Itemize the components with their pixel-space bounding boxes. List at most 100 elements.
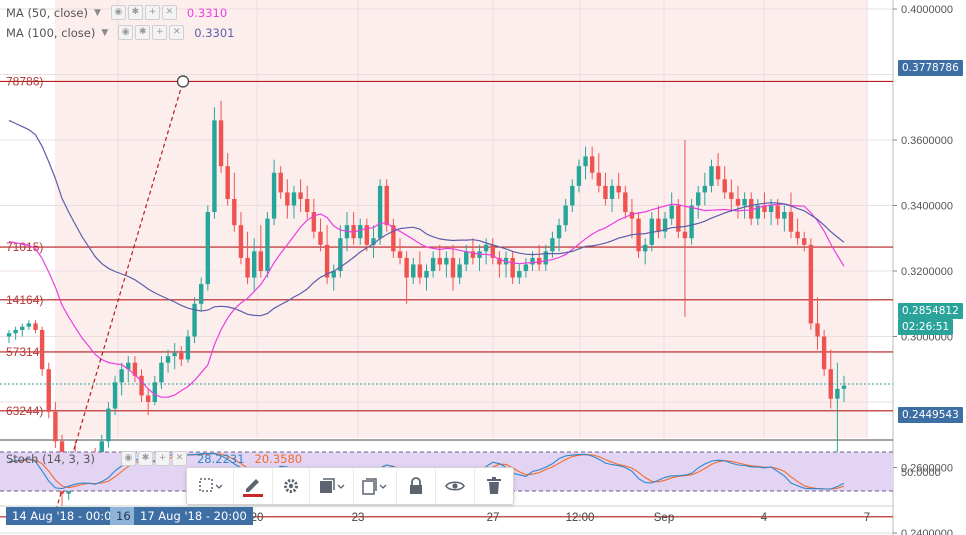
candle — [139, 369, 144, 402]
candle-body — [198, 284, 204, 304]
candle — [232, 172, 237, 232]
candle — [603, 172, 608, 206]
trash-icon[interactable] — [475, 468, 513, 504]
candle-body — [742, 198, 747, 206]
candle-body — [165, 356, 171, 363]
fib-zone-shading — [55, 0, 867, 438]
candle-body — [391, 225, 396, 252]
candle-body — [828, 369, 833, 399]
candle — [682, 140, 688, 317]
drawing-toolbar — [186, 467, 514, 505]
stoch-controls: ◉ ✱ + ✕ — [120, 451, 187, 466]
ma100-legend: MA (100, close) ▼ ◉ ✱ + ✕ 0.3301 — [6, 25, 234, 40]
candle — [755, 198, 761, 226]
candle-body — [172, 352, 177, 357]
candle-body — [722, 179, 727, 193]
candle-body — [497, 257, 502, 265]
candle-body — [258, 251, 264, 271]
candle — [225, 153, 230, 206]
candle-body — [192, 303, 197, 337]
candle-body — [271, 172, 277, 219]
candle — [609, 179, 615, 213]
candle — [159, 356, 164, 389]
close-icon[interactable]: ✕ — [171, 451, 187, 466]
candle-body — [106, 408, 111, 442]
candle-body — [430, 257, 436, 271]
candle — [629, 198, 635, 239]
gear-icon[interactable] — [273, 468, 310, 504]
candle-body — [145, 395, 151, 402]
candle-body — [305, 198, 310, 213]
chevron-down-icon[interactable]: ▼ — [101, 27, 109, 38]
candle-body — [483, 244, 489, 252]
candle-body — [338, 238, 343, 271]
gear-icon[interactable]: ✱ — [137, 451, 153, 466]
candle-body — [251, 251, 257, 278]
candle-body — [179, 352, 184, 360]
candle-body — [13, 329, 18, 334]
candle — [291, 185, 297, 219]
stack-icon[interactable] — [310, 468, 355, 504]
price-tick-label: 0.2400000 — [901, 528, 953, 535]
candle — [570, 179, 575, 213]
close-icon[interactable]: ✕ — [161, 5, 177, 20]
candle-body — [470, 251, 476, 258]
candle-body — [510, 257, 515, 278]
candle — [26, 320, 32, 330]
gear-icon[interactable]: ✱ — [127, 5, 143, 20]
candle — [636, 212, 641, 258]
candle-body — [768, 205, 774, 213]
candle-body — [457, 264, 462, 278]
candle — [795, 218, 800, 245]
candle — [616, 172, 621, 199]
candle — [6, 329, 12, 344]
ma100-value: 0.3301 — [194, 25, 235, 40]
candle — [331, 264, 336, 291]
copy-icon[interactable] — [354, 468, 398, 504]
select-icon[interactable] — [187, 468, 234, 504]
lock-icon[interactable] — [397, 468, 437, 504]
candle-body — [642, 244, 648, 252]
plus-icon[interactable]: + — [154, 451, 170, 466]
candle — [470, 238, 476, 265]
eye-icon[interactable]: ◉ — [120, 451, 136, 466]
candle — [245, 231, 250, 285]
candle-body — [298, 192, 303, 199]
candle-body — [112, 382, 118, 409]
candle-body — [437, 257, 442, 265]
candle-body — [311, 212, 317, 232]
candle — [132, 356, 138, 383]
candle-body — [464, 251, 469, 265]
candle — [808, 238, 814, 330]
candle-body — [662, 218, 668, 232]
candle-body — [536, 257, 542, 265]
candle-body — [729, 192, 734, 199]
candle — [490, 238, 495, 265]
candle-body — [232, 198, 237, 226]
candle — [444, 251, 449, 278]
eye-icon[interactable] — [436, 468, 476, 504]
candle-body — [550, 238, 555, 252]
eye-icon[interactable]: ◉ — [110, 5, 126, 20]
candle-body — [331, 271, 336, 278]
candle — [430, 251, 436, 278]
candle — [377, 179, 383, 245]
candle-body — [755, 205, 761, 219]
plus-icon[interactable]: + — [152, 25, 168, 40]
time-cursor-mid-badge: 16 — [110, 507, 137, 525]
candle — [179, 346, 184, 366]
candle-body — [33, 323, 38, 330]
chevron-down-icon[interactable]: ▼ — [93, 7, 101, 18]
pencil-icon[interactable] — [234, 468, 273, 504]
plus-icon[interactable]: + — [144, 5, 160, 20]
candle-body — [384, 185, 389, 226]
time-cursor-end-badge: 17 Aug '18 - 20:00 — [134, 507, 253, 525]
gear-icon[interactable]: ✱ — [135, 25, 151, 40]
ma50-label: MA (50, close) — [6, 5, 88, 20]
candle-body — [682, 231, 688, 239]
eye-icon[interactable]: ◉ — [118, 25, 134, 40]
close-icon[interactable]: ✕ — [169, 25, 185, 40]
ma50-legend: MA (50, close) ▼ ◉ ✱ + ✕ 0.3310 — [6, 5, 227, 20]
candle — [788, 192, 794, 239]
